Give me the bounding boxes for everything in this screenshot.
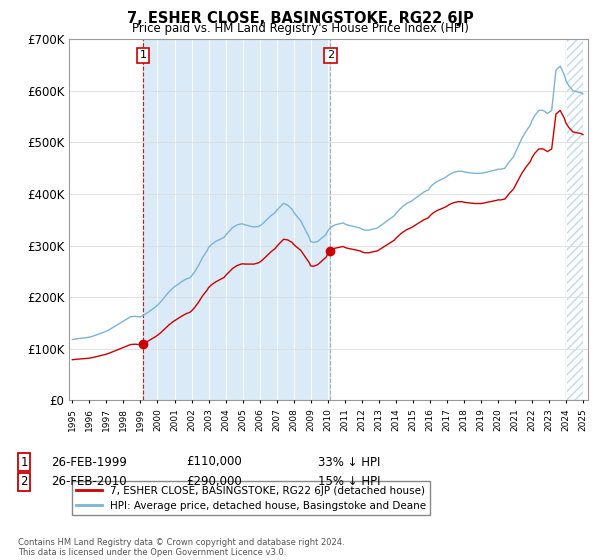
Text: 26-FEB-2010: 26-FEB-2010 <box>51 475 127 488</box>
Text: 26-FEB-1999: 26-FEB-1999 <box>51 455 127 469</box>
Text: 15% ↓ HPI: 15% ↓ HPI <box>318 475 380 488</box>
Text: 33% ↓ HPI: 33% ↓ HPI <box>318 455 380 469</box>
Text: Contains HM Land Registry data © Crown copyright and database right 2024.
This d: Contains HM Land Registry data © Crown c… <box>18 538 344 557</box>
Text: £290,000: £290,000 <box>186 475 242 488</box>
Legend: 7, ESHER CLOSE, BASINGSTOKE, RG22 6JP (detached house), HPI: Average price, deta: 7, ESHER CLOSE, BASINGSTOKE, RG22 6JP (d… <box>71 482 430 515</box>
Text: Price paid vs. HM Land Registry's House Price Index (HPI): Price paid vs. HM Land Registry's House … <box>131 22 469 35</box>
Text: 2: 2 <box>20 475 28 488</box>
Text: 1: 1 <box>140 50 146 60</box>
Bar <box>143 39 330 400</box>
Text: 2: 2 <box>326 50 334 60</box>
Text: 1: 1 <box>20 455 28 469</box>
Text: £110,000: £110,000 <box>186 455 242 469</box>
Text: 7, ESHER CLOSE, BASINGSTOKE, RG22 6JP: 7, ESHER CLOSE, BASINGSTOKE, RG22 6JP <box>127 11 473 26</box>
